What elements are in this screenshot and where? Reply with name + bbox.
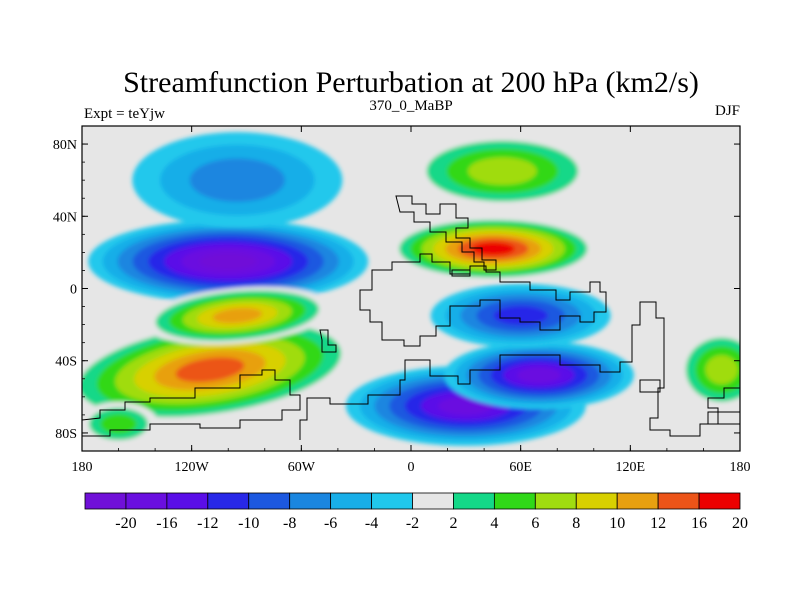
contour-feature	[82, 316, 359, 424]
colorbar-swatch	[616, 492, 659, 510]
colorbar-swatch	[534, 492, 577, 510]
contour-feature	[132, 132, 343, 229]
contour-feature	[388, 216, 599, 281]
contour-field	[82, 132, 740, 446]
chart-title: Streamfunction Perturbation at 200 hPa (…	[123, 66, 699, 99]
colorbar-swatch	[330, 492, 372, 510]
x-tick-label: 120E	[616, 460, 646, 475]
x-tick-label: 0	[408, 460, 415, 475]
contour-band	[212, 307, 263, 324]
colorbar-swatch	[412, 492, 454, 510]
colorbar-label: -4	[365, 515, 378, 532]
colorbar-label: -16	[156, 515, 177, 532]
colorbar-label: -2	[406, 515, 419, 532]
colorbar: -20 -16 -12 -10 -8 -6 -4 -2 2 4 6 8 10 12 16 20	[84, 492, 748, 532]
colorbar-label: -10	[238, 515, 259, 532]
plot-area	[82, 126, 740, 451]
contour-feature	[142, 286, 333, 345]
colorbar-swatch	[289, 492, 332, 510]
colorbar-swatch	[166, 492, 209, 510]
contour-feature	[407, 133, 598, 210]
period-label: 370_0_MaBP	[369, 98, 452, 114]
colorbar-swatch	[207, 492, 250, 510]
contour-band	[175, 357, 245, 383]
experiment-label: Expt = teYjw	[84, 106, 165, 122]
y-tick-label: 80S	[55, 427, 77, 442]
colorbar-label: -8	[283, 515, 296, 532]
contour-band	[517, 367, 561, 384]
colorbar-label: 4	[490, 515, 498, 532]
colorbar-label: 8	[572, 515, 580, 532]
contour-feature	[443, 341, 634, 410]
y-tick-label: 40N	[53, 210, 77, 225]
contour-feature	[82, 401, 159, 446]
colorbar-swatch	[125, 492, 168, 510]
colorbar-swatch	[84, 492, 127, 510]
x-tick-label: 180	[72, 460, 93, 475]
x-tick-label: 60W	[288, 460, 316, 475]
contour-band	[705, 355, 739, 385]
colorbar-label: 20	[732, 515, 748, 532]
contour-band	[493, 305, 548, 326]
y-tick-label: 80N	[53, 138, 77, 153]
season-label: DJF	[715, 103, 740, 119]
colorbar-swatch	[493, 492, 536, 510]
contour-band	[471, 242, 515, 256]
colorbar-swatch	[657, 492, 700, 510]
colorbar-label: 10	[609, 515, 625, 532]
contour-feature	[88, 219, 369, 304]
contour-band	[189, 158, 285, 202]
y-axis: 80N 40N 0 40S 80S	[53, 138, 740, 442]
colorbar-swatch	[248, 492, 291, 510]
y-tick-label: 0	[70, 283, 77, 298]
colorbar-label: -6	[324, 515, 337, 532]
colorbar-label: 6	[531, 515, 539, 532]
colorbar-label: -12	[197, 515, 218, 532]
x-tick-label: 120W	[175, 460, 210, 475]
contour-band	[468, 157, 537, 185]
contour-band	[100, 413, 137, 434]
colorbar-label: -20	[115, 515, 136, 532]
colorbar-swatch	[453, 492, 495, 510]
colorbar-label: 16	[691, 515, 707, 532]
contour-band	[199, 252, 258, 271]
coastline-outline	[82, 195, 740, 440]
y-tick-label: 40S	[55, 355, 77, 370]
colorbar-label: 2	[449, 515, 457, 532]
x-axis: 180 120W 60W 0 60E 120E 180	[72, 126, 751, 475]
colorbar-swatch	[575, 492, 618, 510]
x-tick-label: 60E	[509, 460, 532, 475]
colorbar-swatch	[371, 492, 413, 510]
x-tick-label: 180	[730, 460, 751, 475]
colorbar-label: 12	[650, 515, 666, 532]
contour-feature	[430, 283, 611, 348]
colorbar-swatch	[698, 492, 741, 510]
